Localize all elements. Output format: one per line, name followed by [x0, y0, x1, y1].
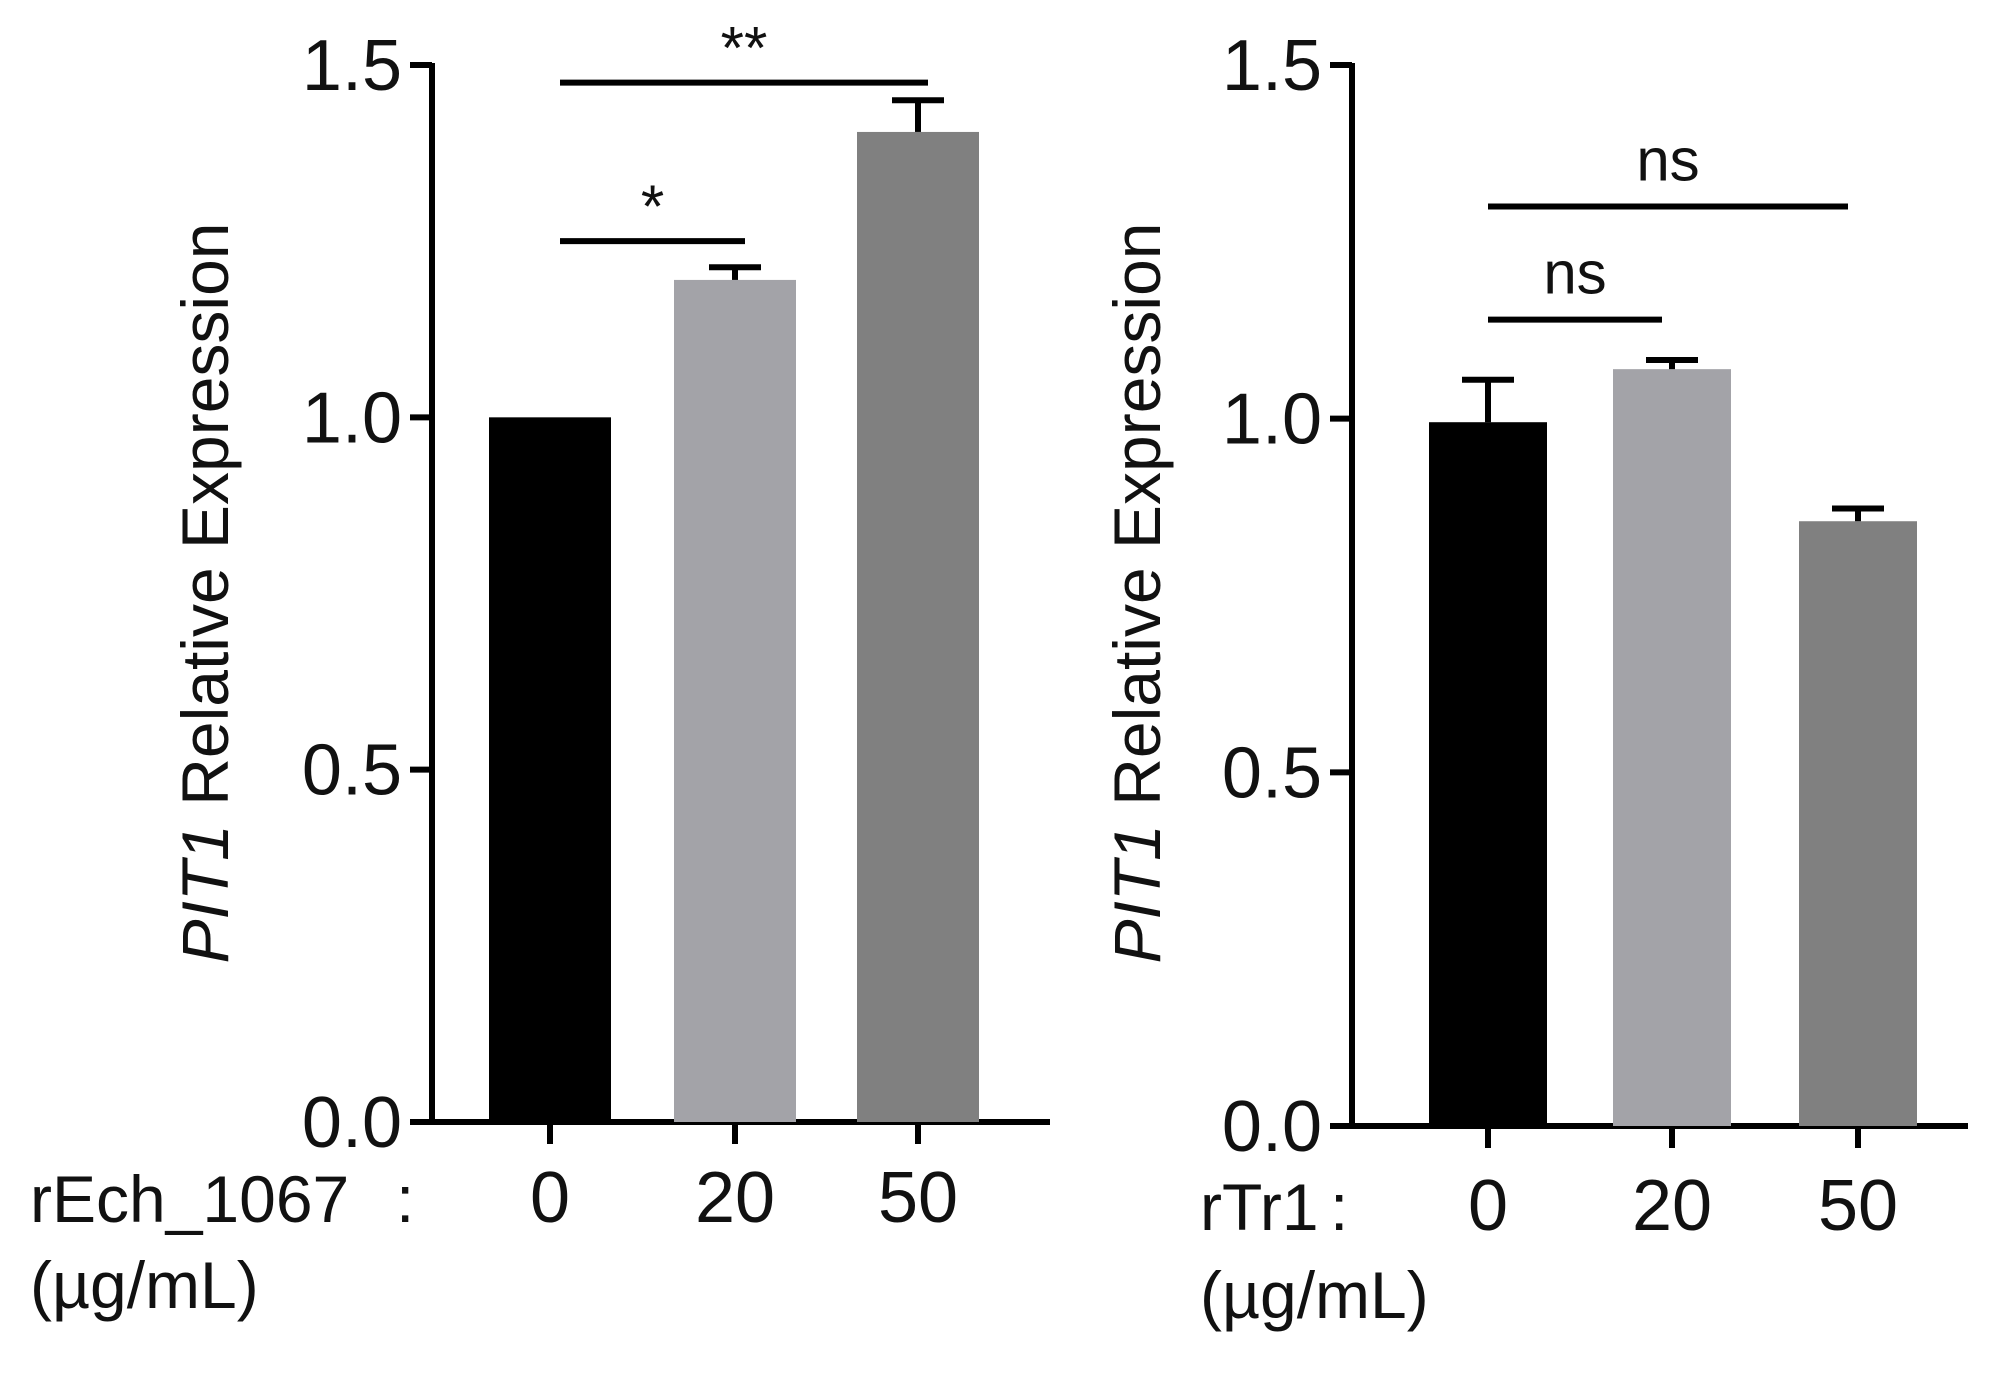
significance-label: *: [641, 173, 664, 240]
y-tick-label: 0.5: [1222, 733, 1322, 813]
bar-0: [489, 417, 611, 1122]
x-tick-label: 20: [1632, 1166, 1712, 1246]
x-tick-label: 0: [530, 1158, 570, 1238]
unit-label: (µg/mL): [30, 1248, 259, 1322]
y-axis-title-gene: PIT1: [1100, 824, 1174, 963]
y-axis-title: PIT1 Relative Expression: [1100, 223, 1174, 964]
bar-50: [857, 131, 979, 1122]
y-tick-label: 1.0: [1222, 380, 1322, 460]
y-axis-title-gene: PIT1: [168, 824, 242, 963]
x-tick-label: 0: [1468, 1166, 1508, 1246]
x-tick-label: 50: [878, 1158, 958, 1238]
x-tick-label: 50: [1818, 1166, 1898, 1246]
y-tick-label: 0.0: [1222, 1087, 1322, 1167]
bar-20: [1613, 369, 1731, 1126]
chart-panel-1: 0.00.51.01.50 20 50***PIT1 Relative Expres…: [30, 15, 1050, 1322]
significance-label: **: [721, 15, 768, 82]
y-axis-title: PIT1 Relative Expression: [168, 223, 242, 964]
treatment-label: rEch_1067: [30, 1162, 349, 1236]
significance-label: ns: [1543, 240, 1606, 307]
bar-50: [1799, 521, 1917, 1126]
y-axis-title-suffix: Relative Expression: [168, 223, 242, 825]
y-tick-label: 0.0: [302, 1083, 402, 1163]
y-tick-label: 1.5: [302, 26, 402, 106]
bar-0: [1429, 422, 1547, 1126]
significance-label: ns: [1636, 126, 1699, 193]
treatment-colon: :: [396, 1162, 414, 1236]
treatment-label: rTr1: [1200, 1170, 1319, 1244]
bar-20: [674, 279, 796, 1122]
y-tick-label: 0.5: [302, 731, 402, 811]
y-tick-label: 1.5: [1222, 26, 1322, 106]
y-axis-title-suffix: Relative Expression: [1100, 223, 1174, 825]
y-tick-label: 1.0: [302, 378, 402, 458]
unit-label: (µg/mL): [1200, 1258, 1429, 1332]
x-tick-label: 20: [695, 1158, 775, 1238]
treatment-colon: :: [1330, 1170, 1348, 1244]
